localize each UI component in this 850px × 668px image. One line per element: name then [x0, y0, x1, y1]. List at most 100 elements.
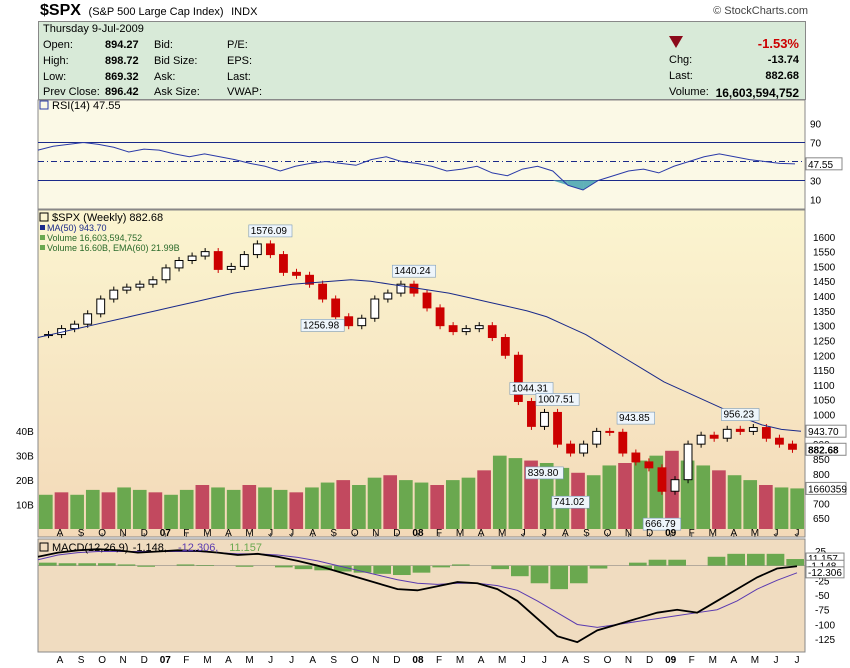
annotation-box-0 [248, 224, 293, 238]
price-bar-47 [657, 464, 667, 495]
price-bar-51 [709, 431, 719, 442]
macd-hist-0 [39, 562, 57, 566]
ma-line [37, 279, 802, 432]
price-tick-1: 1550 [813, 248, 836, 259]
volume-bar-1 [54, 492, 69, 529]
macd-hist-30 [629, 562, 647, 566]
price-bar-8 [148, 276, 158, 288]
price-bar-56 [775, 434, 784, 448]
exchange: INDX [231, 6, 258, 18]
price-bar-16 [252, 240, 262, 259]
volume-bar-29 [492, 455, 507, 529]
price-last-1: 882.68 [808, 445, 839, 456]
price-bar-26 [383, 289, 393, 303]
price-last-0: 943.70 [808, 427, 839, 438]
macd-legend-icon [39, 542, 49, 552]
volume-label: Volume: [669, 86, 709, 98]
price-last-box-1 [805, 442, 847, 456]
macd-hist-7 [176, 564, 195, 566]
volume-bar-6 [132, 489, 147, 529]
macd-xlabel-18: F [436, 655, 442, 666]
volume-bar-4 [101, 492, 116, 529]
macd-xlabel-13: S [330, 655, 337, 666]
annotation-4: 1007.51 [538, 394, 575, 405]
prev-close-label: Prev Close: [43, 86, 100, 98]
macd-xlabel-3: N [120, 655, 127, 666]
macd-xlabel-9: M [245, 655, 253, 666]
macd-tick-0: 25 [815, 547, 827, 558]
price-bar-11 [187, 252, 197, 265]
price-tick-2: 1500 [813, 262, 836, 273]
volume-bar-42 [696, 465, 711, 529]
rsi-legend-icon [39, 100, 49, 110]
annotation-2: 1256.98 [303, 320, 340, 331]
price-bar-39 [553, 408, 562, 448]
volume-bar-8 [164, 494, 178, 529]
volume-bar-45 [743, 480, 758, 529]
volume-bar-47 [774, 487, 789, 529]
price-bar-20 [305, 271, 314, 288]
ask-size-label: Ask Size: [154, 86, 200, 98]
last-label: Last: [669, 70, 693, 82]
price-bar-55 [761, 424, 771, 442]
rsi-tick-0: 90 [810, 120, 822, 131]
price-bar-25 [370, 295, 380, 322]
annotation-box-5 [616, 411, 655, 425]
macd-xlabel-1: S [78, 655, 85, 666]
macd-xlabel-6: F [183, 655, 189, 666]
price-bar-4 [96, 295, 106, 318]
volume-bar-48 [790, 488, 804, 529]
price-bar-15 [239, 251, 249, 270]
volume-bar-11 [211, 487, 225, 529]
price-bar-13 [213, 248, 223, 273]
volume-bar-37 [618, 463, 632, 529]
volume-bar-35 [586, 475, 601, 529]
annotation-8: 666.79 [645, 519, 676, 530]
macd-xlabel-16: D [393, 655, 400, 666]
price-tick-0: 1600 [813, 233, 836, 244]
price-legend-swatch-2 [40, 245, 45, 250]
macd-xlabel-5: 07 [160, 655, 172, 666]
price-bar-38 [540, 408, 549, 430]
price-legend-1: Volume 16,603,594,752 [47, 233, 142, 243]
rsi-panel [37, 99, 806, 210]
price-tick-7: 1250 [813, 336, 836, 347]
volume-bar-43 [712, 470, 726, 529]
brand-label: © StockCharts.com [713, 5, 808, 17]
macd-hist-37 [766, 553, 785, 566]
volume-bar-24 [414, 482, 429, 529]
macd-last-0: 11.157 [808, 554, 838, 565]
volume-bar-30 [508, 458, 523, 529]
symbol-name: (S&P 500 Large Cap Index) [88, 6, 224, 18]
annotation-3: 1044.31 [512, 383, 549, 394]
price-last-2: 1660359 [808, 484, 847, 495]
macd-xlabel-17: 08 [412, 655, 424, 666]
volume-bar-17 [305, 487, 319, 529]
macd-hist-15 [334, 565, 352, 572]
volume-bar-3 [85, 489, 100, 529]
price-bar-6 [122, 283, 132, 294]
macd-xlabel-29: 09 [665, 655, 677, 666]
macd-hist-23 [491, 565, 509, 570]
price-tick-3: 1450 [813, 277, 836, 288]
macd-xlabel-25: S [583, 655, 590, 666]
change-value: -13.74 [767, 54, 799, 66]
rsi-line [37, 141, 796, 191]
volume-tick-2: 20B [16, 476, 34, 487]
price-bar-46 [644, 458, 654, 472]
price-bar-14 [226, 262, 236, 273]
macd-tick-2: -25 [815, 576, 830, 587]
macd-xlabel-10: J [268, 655, 273, 666]
macd-xlabel-15: N [372, 655, 379, 666]
macd-hist-8 [196, 565, 214, 566]
high-value: 898.72 [105, 55, 139, 67]
price-bar-27 [396, 280, 406, 297]
macd-xlabel-34: J [773, 655, 778, 666]
price-tick-16: 800 [813, 470, 830, 481]
price-bar-37 [527, 397, 536, 430]
macd-xlabel-22: J [521, 655, 526, 666]
macd-xlabel-32: A [730, 655, 737, 666]
price-last-box-2 [805, 481, 847, 495]
low-value: 869.32 [105, 71, 139, 83]
macd-tick-6: -125 [815, 635, 835, 646]
